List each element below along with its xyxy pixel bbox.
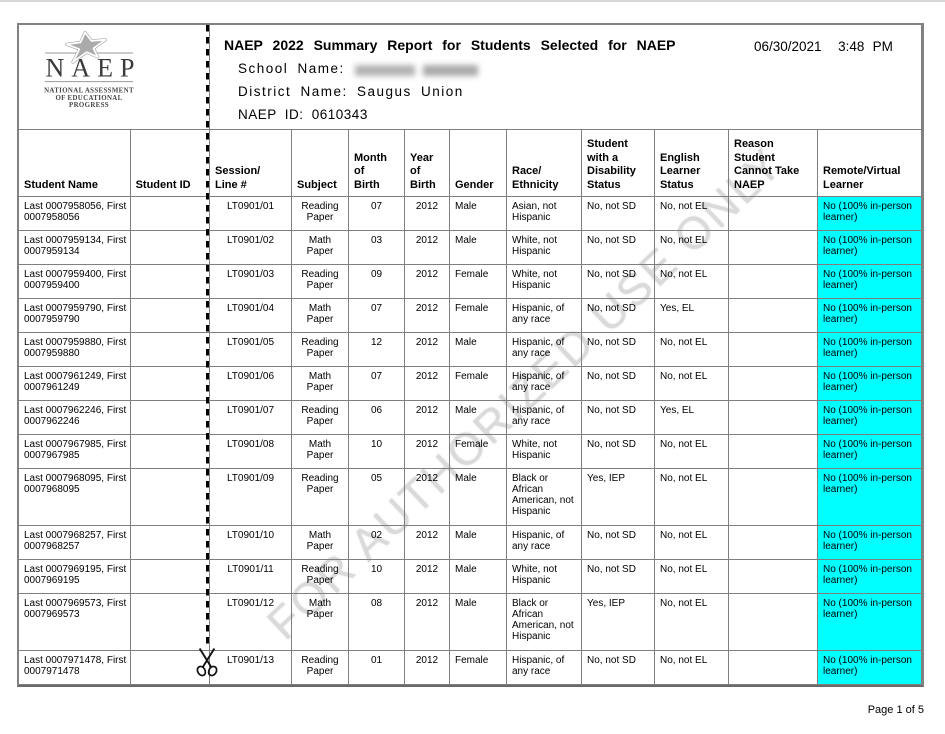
svg-text:NAEP: NAEP — [46, 54, 142, 83]
svg-text:NATIONAL ASSESSMENT: NATIONAL ASSESSMENT — [44, 88, 134, 95]
svg-text:OF EDUCATIONAL: OF EDUCATIONAL — [55, 95, 122, 102]
svg-text:PROGRESS: PROGRESS — [69, 102, 109, 109]
